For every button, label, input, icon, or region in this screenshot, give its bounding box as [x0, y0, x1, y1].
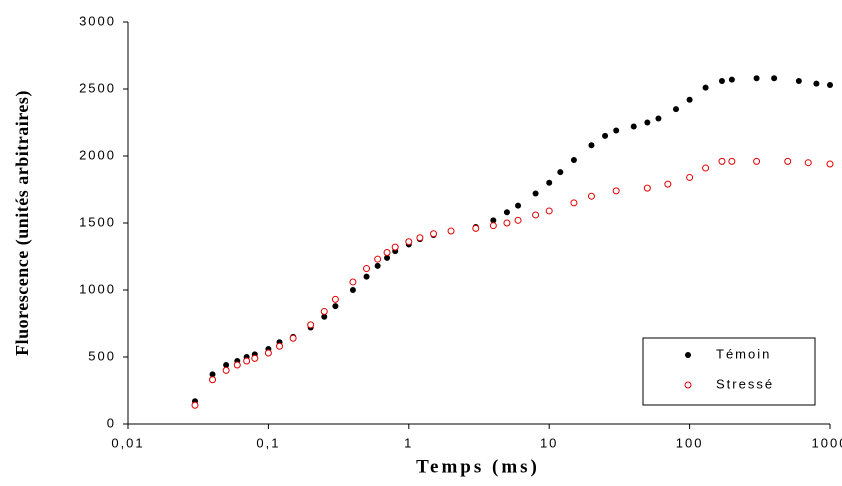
x-tick-label: 100 — [676, 435, 704, 450]
y-tick-label: 2000 — [79, 147, 116, 162]
data-point — [686, 173, 694, 181]
data-point — [644, 119, 651, 126]
data-point — [686, 96, 693, 103]
legend-marker — [684, 381, 692, 389]
data-point — [804, 159, 812, 167]
data-point — [514, 216, 522, 224]
data-point — [602, 132, 609, 139]
legend — [642, 337, 816, 406]
data-point — [416, 234, 424, 242]
y-tick-label: 1000 — [79, 281, 116, 296]
data-point — [672, 106, 679, 113]
data-point — [557, 169, 564, 176]
data-point — [718, 77, 725, 84]
data-point — [826, 160, 834, 168]
data-point — [363, 265, 371, 273]
y-tick-label: 1500 — [79, 214, 116, 229]
y-axis-title: Fluorescence (unités arbitraires) — [12, 90, 33, 356]
data-point — [612, 187, 620, 195]
data-point — [472, 224, 480, 232]
data-point — [515, 202, 522, 209]
data-point — [664, 180, 672, 188]
data-point — [276, 342, 284, 350]
data-point — [490, 217, 497, 224]
data-point — [630, 123, 637, 130]
data-point — [503, 209, 510, 216]
data-point — [430, 230, 438, 238]
data-point — [813, 80, 820, 87]
data-point — [223, 362, 230, 369]
data-point — [320, 307, 328, 315]
x-tick-label: 0,1 — [256, 435, 280, 450]
x-tick-label: 10 — [540, 435, 558, 450]
data-point — [363, 273, 370, 280]
data-point — [349, 287, 356, 293]
data-point — [447, 227, 455, 235]
data-point — [209, 376, 217, 384]
data-point — [753, 157, 761, 165]
y-tick-label: 2500 — [79, 80, 116, 95]
data-point — [702, 164, 710, 172]
data-point — [718, 157, 726, 165]
data-point — [405, 238, 413, 246]
data-point — [545, 207, 553, 215]
legend-label: Stressé — [716, 376, 774, 391]
data-point — [587, 192, 595, 200]
data-point — [191, 401, 199, 409]
data-point — [784, 157, 792, 165]
data-point — [503, 219, 511, 227]
data-point — [332, 303, 339, 310]
data-point — [728, 76, 735, 83]
data-point — [374, 262, 381, 269]
data-point — [243, 357, 251, 365]
data-point — [570, 157, 577, 164]
legend-label: Témoin — [716, 346, 771, 361]
data-point — [643, 184, 651, 192]
data-point — [827, 81, 833, 88]
data-point — [251, 354, 259, 362]
data-point — [391, 243, 399, 251]
y-tick-label: 0 — [107, 415, 116, 430]
data-point — [331, 295, 339, 303]
data-point — [222, 366, 230, 374]
data-point — [753, 75, 760, 82]
data-point — [307, 321, 315, 329]
data-point — [349, 278, 357, 286]
data-point — [655, 115, 662, 122]
data-point — [489, 222, 497, 230]
data-point — [728, 157, 736, 165]
data-point — [570, 199, 578, 207]
data-point — [532, 190, 539, 197]
data-point — [209, 371, 216, 378]
x-axis-title: Temps (ms) — [416, 456, 540, 477]
data-point — [532, 211, 540, 219]
data-point — [384, 254, 391, 261]
legend-marker — [685, 352, 691, 358]
data-point — [702, 84, 709, 91]
data-point — [264, 349, 272, 357]
data-point — [795, 77, 802, 84]
data-point — [374, 255, 382, 263]
data-point — [613, 127, 620, 134]
y-tick-label: 3000 — [79, 13, 116, 28]
data-point — [289, 334, 297, 342]
data-point — [588, 142, 595, 149]
data-point — [321, 313, 328, 320]
x-tick-label: 1000 — [812, 435, 842, 450]
y-tick-label: 500 — [88, 348, 116, 363]
data-point — [546, 179, 553, 186]
x-tick-label: 0,01 — [111, 435, 144, 450]
data-point — [383, 248, 391, 256]
data-point — [771, 75, 778, 82]
x-tick-label: 1 — [404, 435, 413, 450]
data-point — [233, 361, 241, 369]
